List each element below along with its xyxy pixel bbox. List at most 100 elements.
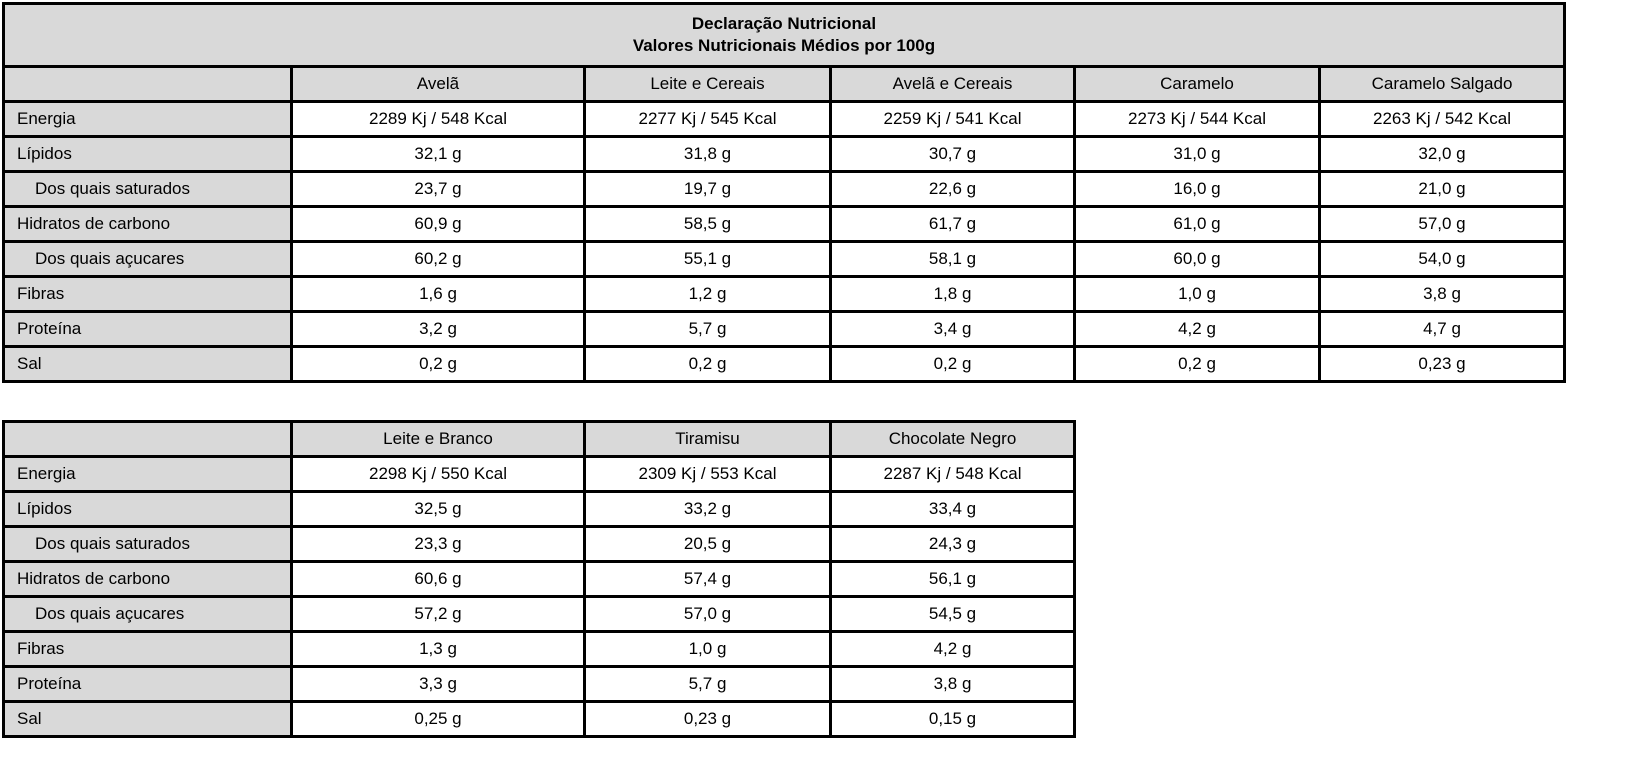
value-cell: 60,0 g bbox=[1073, 240, 1321, 278]
value-cell: 0,25 g bbox=[290, 700, 586, 738]
value-cell: 5,7 g bbox=[583, 665, 832, 703]
value-cell: 0,23 g bbox=[1318, 345, 1566, 383]
value-cell: 0,2 g bbox=[290, 345, 586, 383]
value-cell: 1,8 g bbox=[829, 275, 1076, 313]
table-row: Hidratos de carbono 60,6 g 57,4 g 56,1 g bbox=[2, 560, 1076, 598]
header-empty bbox=[2, 65, 293, 103]
column-header: Caramelo Salgado bbox=[1318, 65, 1566, 103]
value-cell: 2277 Kj / 545 Kcal bbox=[583, 100, 832, 138]
value-cell: 0,2 g bbox=[583, 345, 832, 383]
value-cell: 1,2 g bbox=[583, 275, 832, 313]
value-cell: 32,5 g bbox=[290, 490, 586, 528]
value-cell: 3,2 g bbox=[290, 310, 586, 348]
value-cell: 3,8 g bbox=[829, 665, 1076, 703]
row-label: Proteína bbox=[2, 665, 293, 703]
value-cell: 1,0 g bbox=[1073, 275, 1321, 313]
row-label: Fibras bbox=[2, 630, 293, 668]
value-cell: 58,1 g bbox=[829, 240, 1076, 278]
column-header: Avelã bbox=[290, 65, 586, 103]
value-cell: 32,0 g bbox=[1318, 135, 1566, 173]
row-label: Energia bbox=[2, 100, 293, 138]
title-row: Declaração Nutricional Valores Nutricion… bbox=[2, 2, 1566, 68]
value-cell: 1,3 g bbox=[290, 630, 586, 668]
value-cell: 0,2 g bbox=[1073, 345, 1321, 383]
value-cell: 57,0 g bbox=[583, 595, 832, 633]
value-cell: 0,15 g bbox=[829, 700, 1076, 738]
value-cell: 3,8 g bbox=[1318, 275, 1566, 313]
value-cell: 20,5 g bbox=[583, 525, 832, 563]
column-header: Avelã e Cereais bbox=[829, 65, 1076, 103]
value-cell: 19,7 g bbox=[583, 170, 832, 208]
table-row: Lípidos 32,5 g 33,2 g 33,4 g bbox=[2, 490, 1076, 528]
row-label: Energia bbox=[2, 455, 293, 493]
table-row: Sal 0,25 g 0,23 g 0,15 g bbox=[2, 700, 1076, 738]
value-cell: 16,0 g bbox=[1073, 170, 1321, 208]
table-row: Lípidos 32,1 g 31,8 g 30,7 g 31,0 g 32,0 g bbox=[2, 135, 1566, 173]
table-row: Sal 0,2 g 0,2 g 0,2 g 0,2 g 0,23 g bbox=[2, 345, 1566, 383]
value-cell: 60,9 g bbox=[290, 205, 586, 243]
value-cell: 0,23 g bbox=[583, 700, 832, 738]
nutrition-table-1: Declaração Nutricional Valores Nutricion… bbox=[2, 2, 1566, 383]
table-row: Energia 2289 Kj / 548 Kcal 2277 Kj / 545 K… bbox=[2, 100, 1566, 138]
table-row: Fibras 1,3 g 1,0 g 4,2 g bbox=[2, 630, 1076, 668]
row-label: Dos quais açucares bbox=[2, 240, 293, 278]
header-empty bbox=[2, 420, 293, 458]
column-header: Leite e Cereais bbox=[583, 65, 832, 103]
value-cell: 23,7 g bbox=[290, 170, 586, 208]
value-cell: 58,5 g bbox=[583, 205, 832, 243]
table-row: Dos quais açucares 57,2 g 57,0 g 54,5 g bbox=[2, 595, 1076, 633]
value-cell: 33,2 g bbox=[583, 490, 832, 528]
row-label: Lípidos bbox=[2, 135, 293, 173]
row-label: Proteína bbox=[2, 310, 293, 348]
value-cell: 2273 Kj / 544 Kcal bbox=[1073, 100, 1321, 138]
row-label: Dos quais saturados bbox=[2, 525, 293, 563]
value-cell: 3,4 g bbox=[829, 310, 1076, 348]
nutrition-table-2: Leite e Branco Tiramisu Chocolate Negro Ene… bbox=[2, 420, 1076, 738]
table-row: Fibras 1,6 g 1,2 g 1,8 g 1,0 g 3,8 g bbox=[2, 275, 1566, 313]
value-cell: 30,7 g bbox=[829, 135, 1076, 173]
value-cell: 54,0 g bbox=[1318, 240, 1566, 278]
value-cell: 2298 Kj / 550 Kcal bbox=[290, 455, 586, 493]
table-title: Declaração Nutricional Valores Nutricion… bbox=[2, 2, 1566, 68]
value-cell: 57,2 g bbox=[290, 595, 586, 633]
row-label: Lípidos bbox=[2, 490, 293, 528]
header-row: Avelã Leite e Cereais Avelã e Cereais Caram… bbox=[2, 65, 1566, 103]
value-cell: 2259 Kj / 541 Kcal bbox=[829, 100, 1076, 138]
value-cell: 1,0 g bbox=[583, 630, 832, 668]
column-header: Tiramisu bbox=[583, 420, 832, 458]
value-cell: 4,7 g bbox=[1318, 310, 1566, 348]
row-label: Sal bbox=[2, 345, 293, 383]
table-row: Proteína 3,3 g 5,7 g 3,8 g bbox=[2, 665, 1076, 703]
row-label: Hidratos de carbono bbox=[2, 205, 293, 243]
value-cell: 57,0 g bbox=[1318, 205, 1566, 243]
table-row: Dos quais saturados 23,3 g 20,5 g 24,3 g bbox=[2, 525, 1076, 563]
value-cell: 2309 Kj / 553 Kcal bbox=[583, 455, 832, 493]
value-cell: 60,2 g bbox=[290, 240, 586, 278]
row-label: Hidratos de carbono bbox=[2, 560, 293, 598]
value-cell: 3,3 g bbox=[290, 665, 586, 703]
row-label: Sal bbox=[2, 700, 293, 738]
value-cell: 54,5 g bbox=[829, 595, 1076, 633]
row-label: Dos quais saturados bbox=[2, 170, 293, 208]
value-cell: 5,7 g bbox=[583, 310, 832, 348]
value-cell: 55,1 g bbox=[583, 240, 832, 278]
value-cell: 4,2 g bbox=[829, 630, 1076, 668]
value-cell: 31,8 g bbox=[583, 135, 832, 173]
value-cell: 56,1 g bbox=[829, 560, 1076, 598]
value-cell: 24,3 g bbox=[829, 525, 1076, 563]
table-row: Energia 2298 Kj / 550 Kcal 2309 Kj / 553 K… bbox=[2, 455, 1076, 493]
value-cell: 1,6 g bbox=[290, 275, 586, 313]
value-cell: 61,0 g bbox=[1073, 205, 1321, 243]
column-header: Caramelo bbox=[1073, 65, 1321, 103]
value-cell: 4,2 g bbox=[1073, 310, 1321, 348]
value-cell: 2263 Kj / 542 Kcal bbox=[1318, 100, 1566, 138]
row-label: Fibras bbox=[2, 275, 293, 313]
value-cell: 57,4 g bbox=[583, 560, 832, 598]
table-row: Dos quais saturados 23,7 g 19,7 g 22,6 g 16,… bbox=[2, 170, 1566, 208]
value-cell: 32,1 g bbox=[290, 135, 586, 173]
value-cell: 2289 Kj / 548 Kcal bbox=[290, 100, 586, 138]
value-cell: 61,7 g bbox=[829, 205, 1076, 243]
table-row: Hidratos de carbono 60,9 g 58,5 g 61,7 g 61,… bbox=[2, 205, 1566, 243]
value-cell: 21,0 g bbox=[1318, 170, 1566, 208]
table-row: Proteína 3,2 g 5,7 g 3,4 g 4,2 g 4,7 g bbox=[2, 310, 1566, 348]
